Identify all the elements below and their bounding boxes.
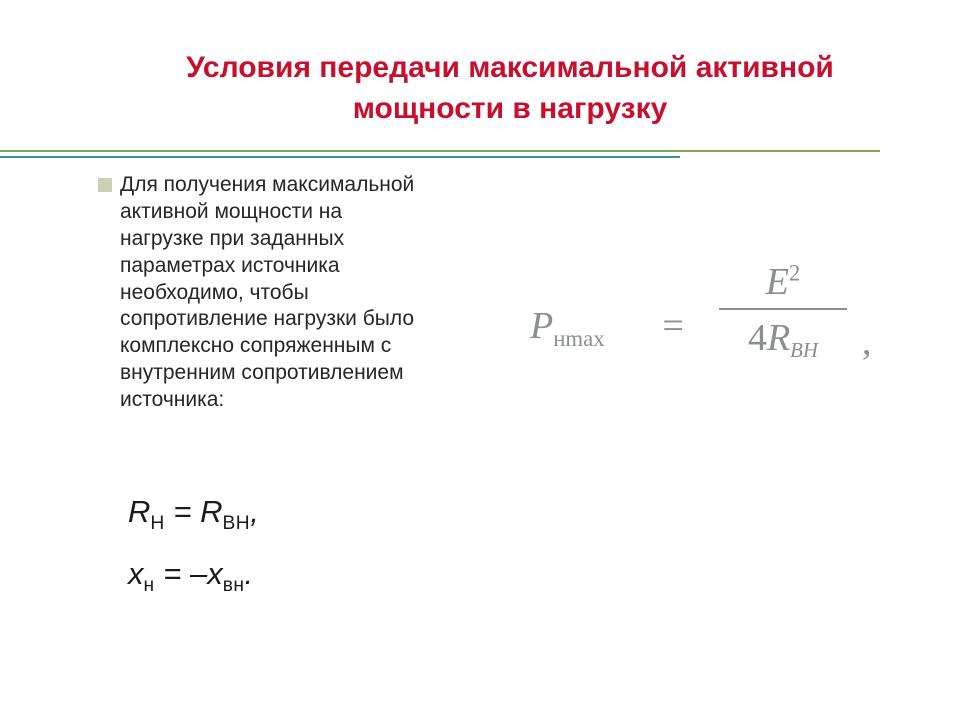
slide: Условия передачи максимальной активной м… [0, 0, 960, 720]
eq1-end: , [250, 494, 259, 529]
eq2-subBH: вн [223, 575, 245, 596]
formula-numerator: E2 [708, 260, 858, 308]
formula-P-sub: нmax [553, 326, 604, 351]
formula-P: P [530, 305, 553, 347]
equation-1: RН = RВН, [128, 494, 259, 535]
formula-denominator: 4RBH [708, 310, 858, 360]
slide-title: Условия передачи максимальной активной м… [120, 48, 900, 129]
equation-2: xн = –xвн. [128, 556, 253, 597]
formula-R-sub: BH [790, 338, 818, 362]
equation-1-text: RН = RВН, [128, 494, 259, 529]
formula-E-exp: 2 [789, 260, 800, 285]
equation-2-text: xн = –xвн. [128, 556, 253, 591]
formula-4: 4 [748, 317, 767, 359]
formula-fraction: E2 4RBH [708, 260, 858, 360]
eq2-X: x [128, 556, 144, 591]
formula-lhs: Pнmax [530, 304, 605, 348]
eq2-end: . [245, 556, 254, 591]
eq2-equals: = – [155, 556, 208, 591]
divider-top [0, 150, 880, 152]
slide-title-text: Условия передачи максимальной активной м… [186, 51, 834, 125]
formula-E: E [766, 261, 789, 303]
bullet-icon [98, 178, 112, 192]
eq1-subBH: ВН [223, 513, 251, 534]
formula-R: R [767, 317, 790, 359]
eq1-R2: R [200, 494, 222, 529]
formula-equals: = [660, 304, 686, 348]
bullet-text: Для получения максимальной активной мощн… [120, 172, 428, 414]
eq2-subH: н [144, 575, 155, 596]
divider-bottom [0, 156, 680, 158]
eq1-R: R [128, 494, 150, 529]
bullet-item: Для получения максимальной активной мощн… [98, 172, 428, 414]
power-formula: Pнmax = E2 4RBH , [530, 260, 900, 400]
eq1-equals: = [165, 494, 200, 529]
formula-comma: , [862, 320, 872, 364]
eq1-subH: Н [150, 513, 164, 534]
eq2-X2: x [207, 556, 223, 591]
